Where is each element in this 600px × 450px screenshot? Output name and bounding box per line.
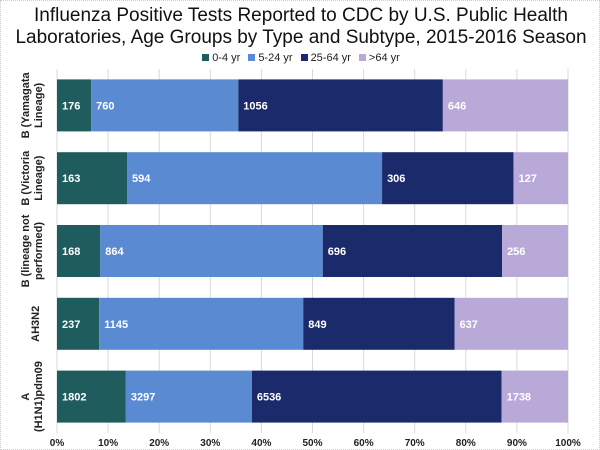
bar-segment bbox=[57, 152, 127, 205]
data-label: 1738 bbox=[507, 392, 531, 404]
bar-segment bbox=[99, 297, 304, 350]
data-label: 646 bbox=[448, 100, 466, 112]
bar-segment bbox=[57, 225, 101, 277]
y-label-line: AH3N2 bbox=[30, 306, 42, 342]
bar-segment bbox=[126, 152, 383, 205]
title-line-2: Laboratories, Age Groups by Type and Sub… bbox=[15, 27, 587, 48]
data-label: 864 bbox=[105, 246, 124, 258]
bar-segment bbox=[100, 225, 323, 277]
data-label: 6536 bbox=[257, 392, 281, 404]
bar-segment bbox=[442, 79, 568, 132]
x-tick-label: 80% bbox=[456, 438, 476, 449]
y-label-line: A bbox=[20, 393, 32, 401]
y-category-label: B (lineage notperformed) bbox=[20, 214, 45, 287]
title-line-1: Influenza Positive Tests Reported to CDC… bbox=[33, 5, 568, 26]
y-label-line: B (Yamagata bbox=[20, 72, 32, 139]
bar-segment bbox=[238, 79, 443, 132]
x-tick-label: 0% bbox=[50, 438, 65, 449]
data-label: 306 bbox=[387, 173, 405, 185]
x-tick-label: 90% bbox=[507, 438, 527, 449]
x-tick-label: 50% bbox=[302, 438, 322, 449]
legend-label: 25-64 yr bbox=[310, 52, 351, 64]
data-label: 176 bbox=[62, 100, 80, 112]
bar-segment bbox=[125, 370, 252, 423]
legend-item: 5-24 yr bbox=[248, 52, 293, 64]
x-tick-label: 70% bbox=[405, 438, 425, 449]
y-category-label: AH3N2 bbox=[30, 306, 42, 342]
bar-segment bbox=[454, 297, 568, 350]
data-label: 168 bbox=[62, 246, 80, 258]
data-label: 256 bbox=[507, 246, 525, 258]
legend-item: 0-4 yr bbox=[202, 52, 240, 64]
legend-label: 0-4 yr bbox=[212, 52, 241, 64]
bar-segment bbox=[322, 225, 503, 277]
y-category-label: A(H1N1)pdm09 bbox=[20, 361, 45, 432]
y-category-label: B (VictoriaLineage) bbox=[20, 150, 45, 206]
x-tick-label: 100% bbox=[555, 438, 581, 449]
data-label: 696 bbox=[328, 246, 346, 258]
legend-label: 5-24 yr bbox=[258, 52, 293, 64]
y-label-line: performed) bbox=[33, 222, 45, 280]
data-label: 1145 bbox=[104, 319, 128, 331]
data-label: 594 bbox=[132, 173, 151, 185]
legend-swatch bbox=[358, 54, 366, 61]
data-label: 637 bbox=[460, 319, 478, 331]
legend-label: >64 yr bbox=[368, 52, 400, 64]
data-label: 849 bbox=[308, 319, 326, 331]
x-tick-label: 20% bbox=[149, 438, 169, 449]
bar-segment bbox=[502, 225, 568, 277]
legend: 0-4 yr 5-24 yr 25-64 yr >64 yr bbox=[1, 52, 599, 64]
y-label-line: (H1N1)pdm09 bbox=[33, 361, 45, 432]
y-label-line: B (Victoria bbox=[20, 150, 32, 206]
legend-swatch bbox=[248, 54, 256, 61]
x-tick-label: 60% bbox=[354, 438, 374, 449]
bar-segment bbox=[513, 152, 568, 205]
bar-segment bbox=[57, 297, 100, 350]
data-label: 127 bbox=[518, 173, 536, 185]
legend-swatch bbox=[202, 54, 210, 61]
data-label: 1802 bbox=[62, 392, 86, 404]
bar-segment bbox=[251, 370, 502, 423]
data-label: 237 bbox=[62, 319, 80, 331]
x-tick-label: 10% bbox=[98, 438, 118, 449]
bar-segment bbox=[501, 370, 568, 423]
bar-segment bbox=[303, 297, 455, 350]
data-label: 3297 bbox=[131, 392, 155, 404]
legend-swatch bbox=[300, 54, 308, 61]
legend-item: 25-64 yr bbox=[300, 52, 351, 64]
y-category-label: B (YamagataLineage) bbox=[20, 72, 45, 139]
data-label: 1056 bbox=[243, 100, 267, 112]
bar-segment bbox=[57, 79, 92, 132]
x-tick-label: 40% bbox=[251, 438, 271, 449]
bar-segment bbox=[382, 152, 514, 205]
y-label-line: Lineage) bbox=[33, 155, 45, 201]
chart-title: Influenza Positive Tests Reported to CDC… bbox=[1, 5, 599, 49]
data-label: 760 bbox=[96, 100, 114, 112]
x-tick-label: 30% bbox=[200, 438, 220, 449]
bar-segment bbox=[57, 370, 126, 423]
y-label-line: Lineage) bbox=[33, 82, 45, 128]
y-label-line: B (lineage not bbox=[20, 214, 32, 287]
legend-item: >64 yr bbox=[358, 52, 400, 64]
data-label: 163 bbox=[62, 173, 80, 185]
bar-segment bbox=[91, 79, 239, 132]
